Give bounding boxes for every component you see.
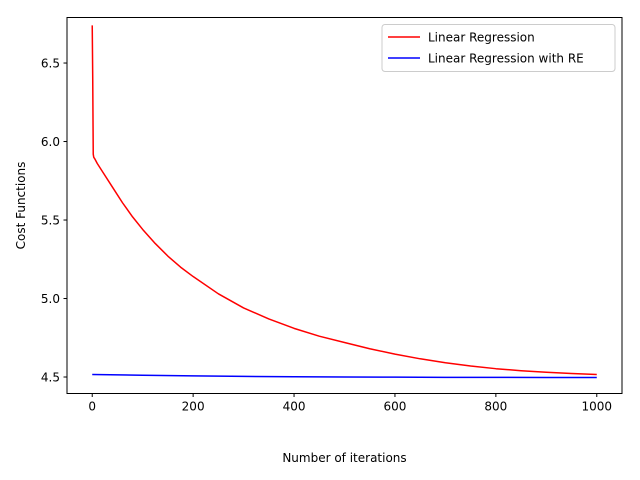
y-tick-label: 5.0	[41, 292, 60, 306]
x-tick-label: 800	[484, 400, 507, 414]
plot-lines	[91, 25, 597, 379]
y-axis-ticks: 4.5 5.0 5.5 6.0 6.5	[41, 57, 67, 385]
x-axis-label: Number of iterations	[282, 451, 406, 465]
x-tick-label: 1000	[581, 400, 612, 414]
series-line-0	[91, 25, 597, 376]
legend: Linear Regression Linear Regression with…	[381, 24, 616, 72]
x-tick-label: 200	[182, 400, 205, 414]
y-tick-label: 4.5	[41, 371, 60, 385]
y-tick-label: 6.0	[41, 135, 60, 149]
y-tick-label: 6.5	[41, 57, 60, 71]
y-tick-label: 5.5	[41, 214, 60, 228]
x-tick-label: 600	[384, 400, 407, 414]
x-tick-label: 400	[283, 400, 306, 414]
x-tick-label: 0	[88, 400, 96, 414]
legend-label-linear-regression-with-re: Linear Regression with RE	[428, 52, 584, 66]
legend-label-linear-regression: Linear Regression	[428, 31, 535, 45]
y-axis-label: Cost Functions	[14, 162, 28, 250]
legend-box	[381, 24, 616, 72]
plot-frame	[66, 17, 623, 394]
series-line-1	[92, 373, 597, 379]
x-axis-ticks: 0 200 400 600 800 1000	[88, 393, 612, 414]
